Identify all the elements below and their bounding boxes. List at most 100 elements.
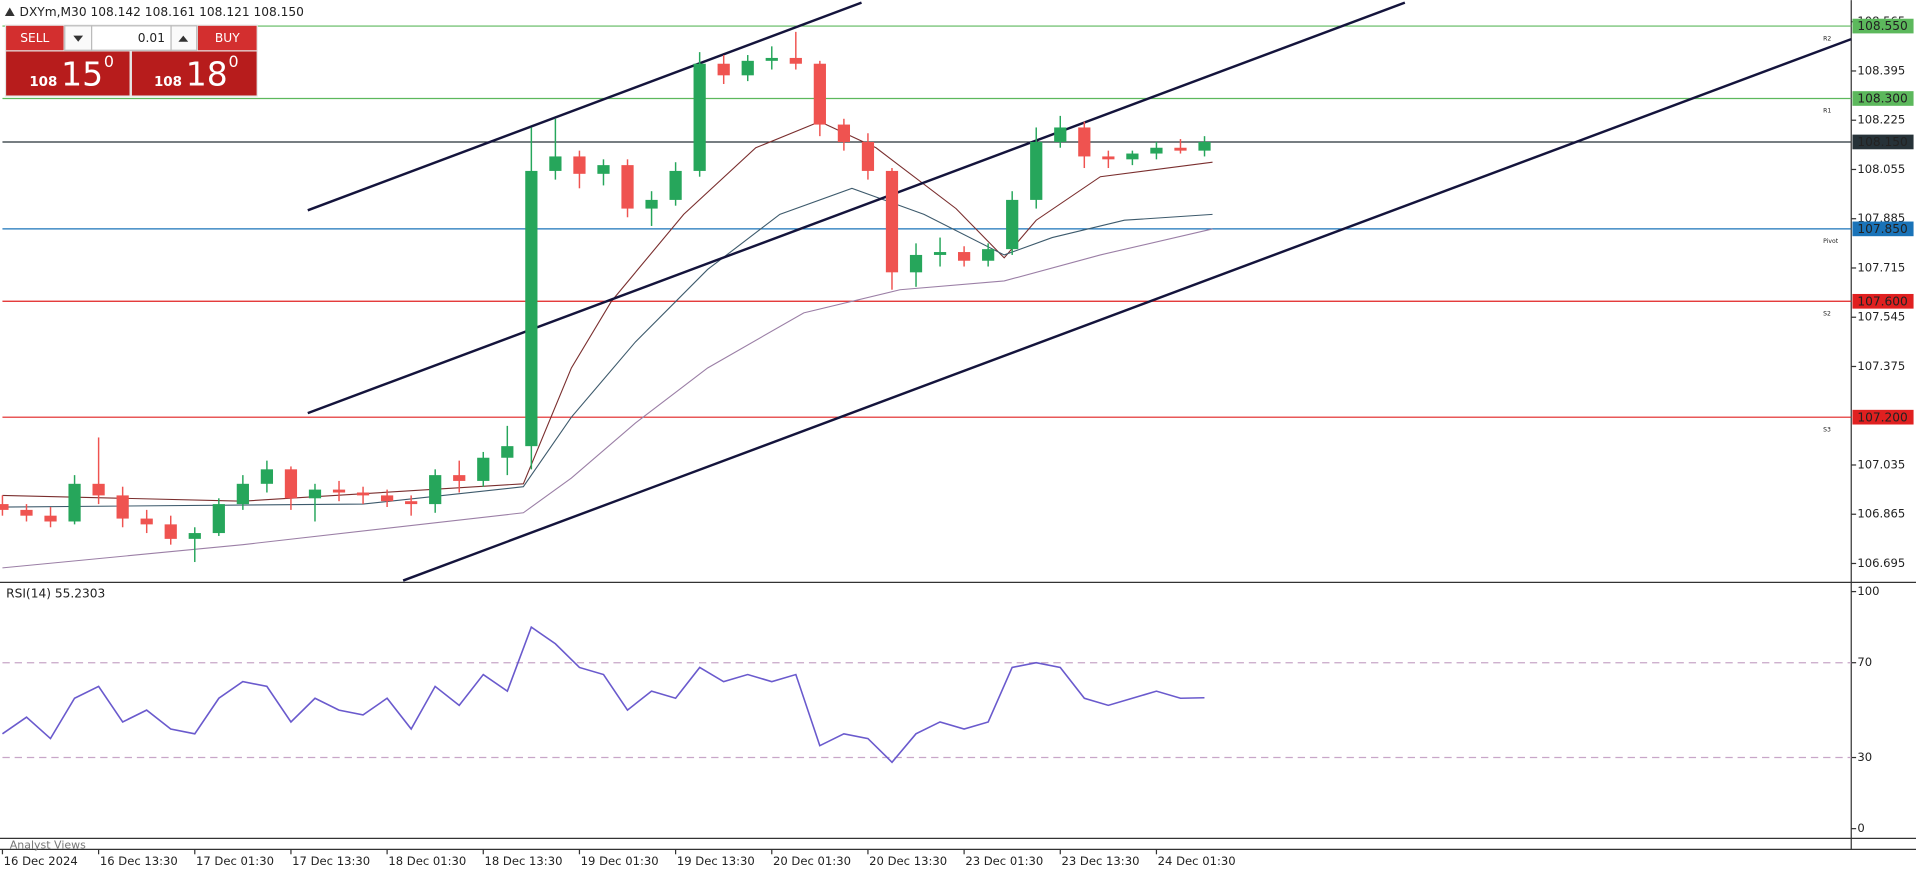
footer: Analyst Views: [10, 839, 86, 852]
candle-body: [621, 165, 634, 209]
candle-body: [765, 57, 778, 61]
candle-body: [909, 254, 923, 273]
x-tick-label: 17 Dec 13:30: [292, 854, 370, 868]
candle-body: [861, 141, 875, 171]
candle-body: [717, 63, 730, 76]
ask-big-figure: 108: [154, 75, 182, 90]
buy-label[interactable]: BUY: [215, 31, 240, 45]
candle-body: [429, 475, 442, 505]
level-price-tag: [1852, 91, 1914, 106]
bid-pips: 15: [61, 54, 103, 93]
y-tick-label: 107.035: [1857, 457, 1905, 471]
ask-pips: 18: [186, 54, 228, 93]
candle-body: [837, 124, 851, 142]
y-tick-label: 106.695: [1857, 556, 1905, 570]
symbol-icon: [4, 7, 15, 17]
level-price-label: 107.850: [1857, 222, 1907, 236]
moving-average: [2, 187, 1213, 508]
candle-body: [982, 249, 995, 261]
y-tick-label: 108.225: [1857, 113, 1905, 127]
candle-body: [405, 501, 418, 505]
candle-body: [44, 515, 57, 522]
volume-value[interactable]: 0.01: [138, 31, 165, 45]
candle-body: [477, 457, 490, 481]
candle-body: [573, 156, 586, 174]
level-tag: S3: [1823, 426, 1831, 433]
y-tick-label: 108.395: [1857, 63, 1905, 77]
y-tick-label: 70: [1857, 655, 1872, 669]
y-tick-label: 30: [1857, 750, 1872, 764]
level-price-tag: [1852, 409, 1914, 425]
channel-line: [307, 1, 862, 212]
x-tick-label: 16 Dec 13:30: [100, 854, 178, 868]
y-tick-label: 106.865: [1857, 507, 1905, 521]
candle-body: [92, 483, 105, 496]
level-price-label: 108.300: [1857, 92, 1907, 106]
up-arrow: [178, 35, 189, 42]
level-price-tag: [1852, 134, 1914, 150]
level-price-tag: [1852, 18, 1914, 34]
candle-body: [356, 492, 370, 496]
candle-body: [0, 504, 9, 510]
candle-body: [1006, 199, 1019, 250]
level-tag: R1: [1823, 108, 1831, 115]
candle-body: [1102, 156, 1115, 160]
candle-body: [236, 483, 249, 505]
buy-button[interactable]: [197, 25, 257, 51]
rsi-line: [1, 625, 1205, 764]
level-price-label: 107.600: [1857, 294, 1907, 308]
y-tick-label: 107.545: [1857, 310, 1905, 324]
x-tick-label: 24 Dec 01:30: [1158, 854, 1236, 868]
level-price-tag: [1852, 221, 1914, 237]
candle-body: [597, 165, 610, 174]
candle-body: [1030, 141, 1043, 200]
y-tick-label: 0: [1857, 821, 1864, 835]
candle-body: [68, 483, 81, 522]
ask-box[interactable]: [131, 51, 257, 96]
sell-label[interactable]: SELL: [20, 31, 49, 45]
x-tick-label: 19 Dec 01:30: [581, 854, 659, 868]
candle-body: [164, 524, 177, 539]
candle-body: [188, 533, 201, 539]
candle-body: [1054, 127, 1067, 142]
candle-body: [669, 170, 682, 200]
candle-body: [284, 469, 298, 499]
level-tag: R2: [1823, 35, 1831, 42]
bid-box[interactable]: [6, 51, 130, 96]
candle-body: [813, 63, 826, 125]
level-price-tag: [1852, 293, 1914, 309]
y-tick-label: 108.055: [1857, 162, 1905, 176]
candle-body: [453, 475, 466, 481]
channel-line: [402, 37, 1852, 582]
candle-body: [549, 156, 562, 171]
y-tick-label: 107.375: [1857, 359, 1905, 373]
x-tick-label: 23 Dec 01:30: [965, 854, 1043, 868]
level-price-label: 108.550: [1857, 19, 1907, 33]
level-price-label: 108.150: [1857, 135, 1907, 149]
trade-panel: SELL 0.01 BUY 108 15 0 108 18 0: [4, 24, 258, 97]
bid-point: 0: [104, 52, 114, 71]
x-tick-label: 18 Dec 01:30: [388, 854, 466, 868]
candle-body: [260, 469, 274, 484]
ask-point: 0: [229, 52, 239, 71]
sell-button[interactable]: [6, 25, 64, 51]
candle-body: [1198, 141, 1211, 151]
symbol-title: DXYm,M30 108.142 108.161 108.121 108.150: [20, 5, 304, 19]
candle-body: [1174, 147, 1187, 151]
candle-body: [380, 495, 394, 502]
volume-input[interactable]: [91, 25, 172, 51]
candle-body: [525, 170, 538, 447]
candle-body: [885, 170, 899, 273]
moving-average: [2, 228, 1213, 569]
y-tick-label: 107.715: [1857, 260, 1905, 274]
y-tick-label: 100: [1857, 584, 1879, 598]
down-arrow: [73, 35, 84, 42]
candle-body: [1150, 147, 1163, 154]
candle-body: [20, 509, 33, 516]
candle-body: [933, 252, 947, 255]
x-tick-label: 20 Dec 13:30: [869, 854, 947, 868]
candle-body: [789, 57, 802, 64]
